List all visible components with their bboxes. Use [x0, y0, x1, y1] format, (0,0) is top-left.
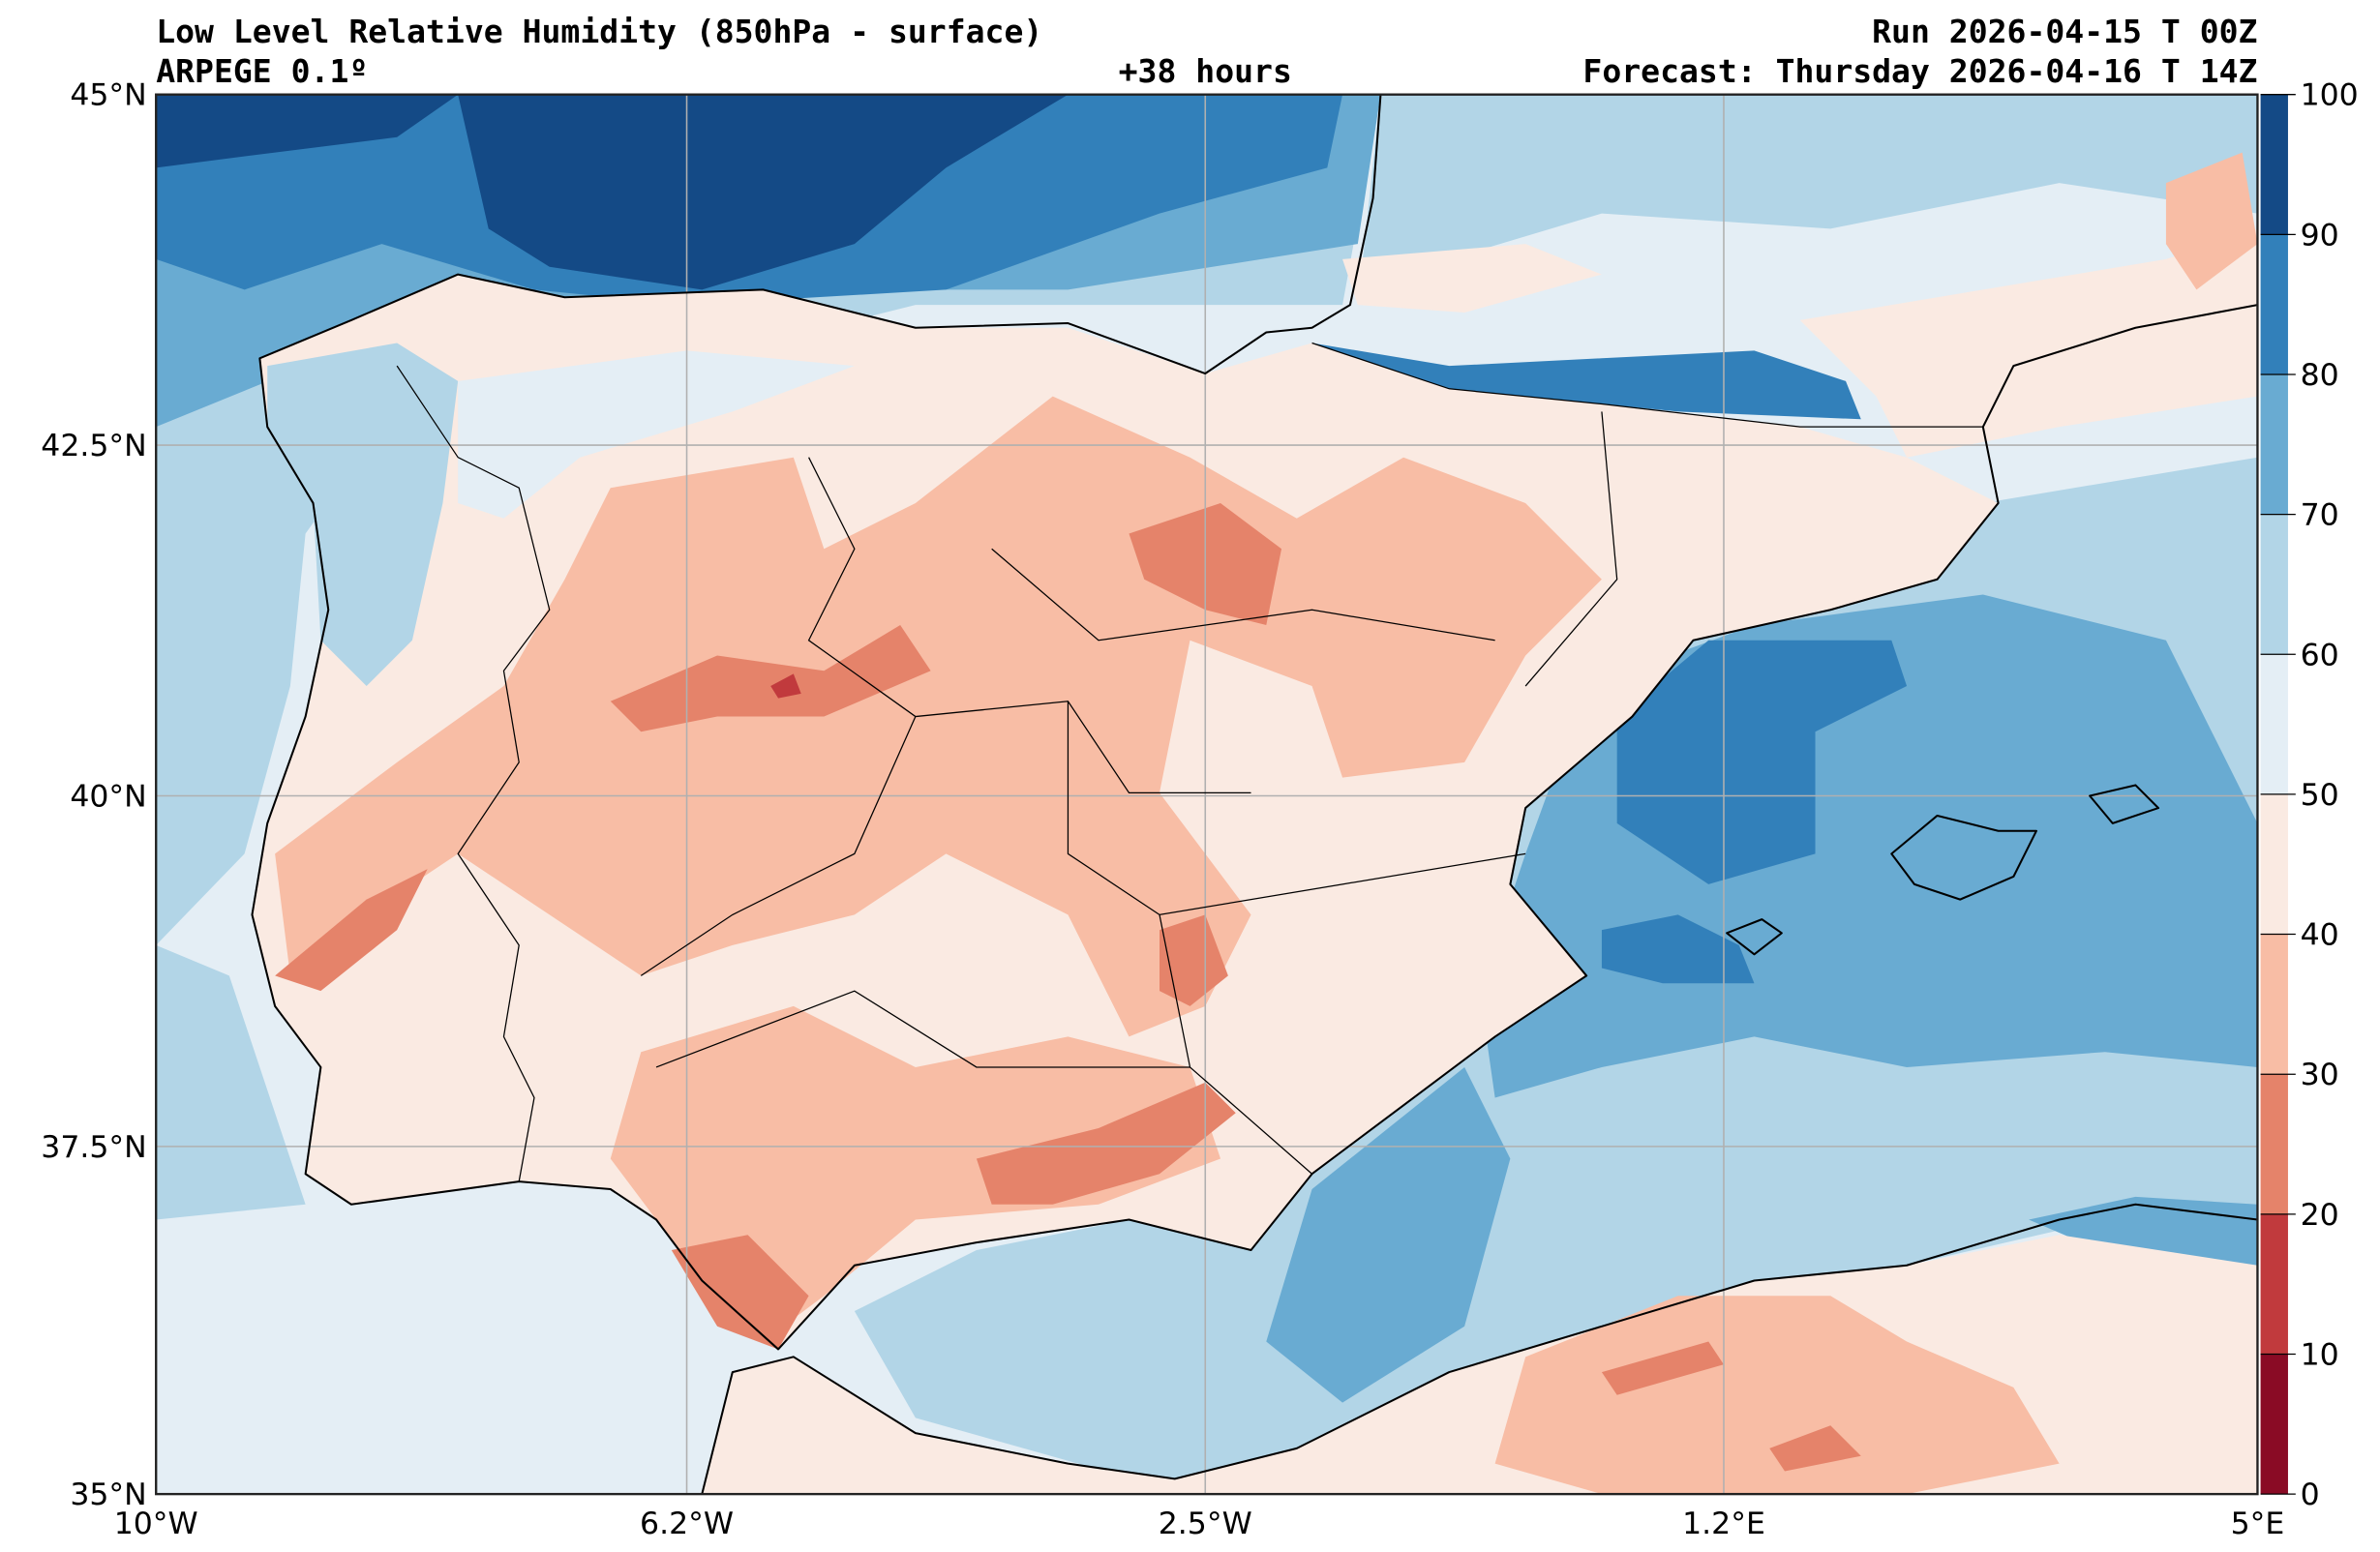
colorbar-tick-label: 10: [2301, 1338, 2339, 1373]
field-30-40-africa: [1494, 1296, 2060, 1495]
map-title: Low Level Relative Humidity (850hPa - su…: [156, 13, 1042, 50]
lat-tick-label: 35°N: [70, 1477, 146, 1512]
colorbar-segment-20-30: [2260, 1074, 2288, 1214]
forecast-label: Forecast: Thursday 2026-04-16 T 14Z: [1582, 52, 2257, 90]
field-20-30-africa-2: [1601, 1341, 1724, 1395]
colorbar-tick-label: 30: [2301, 1058, 2339, 1092]
colorbar-tick-label: 100: [2301, 78, 2359, 113]
lat-tick-label: 42.5°N: [41, 429, 146, 463]
colorbar-tick-label: 50: [2301, 778, 2339, 813]
colorbar-segment-30-40: [2260, 934, 2288, 1075]
lat-tick-label: 45°N: [70, 78, 146, 113]
colorbar-tick-label: 0: [2301, 1477, 2320, 1512]
field-60-70-west: [156, 944, 306, 1220]
mallorca-coastline: [1890, 814, 2038, 901]
run-label: Run 2026-04-15 T 00Z: [1872, 13, 2257, 50]
colorbar-tick-label: 60: [2301, 638, 2339, 672]
colorbar-segment-40-50: [2260, 793, 2288, 935]
field-20-30-central-system: [610, 625, 931, 732]
field-90-100-biscay: [458, 94, 1069, 290]
field-90-100-nw: [156, 94, 459, 168]
colorbar-segment-70-80: [2260, 373, 2288, 515]
field-20-30-cadiz: [671, 1235, 809, 1350]
lat-axis: 45°N 42.5°N 40°N 37.5°N 35°N: [41, 78, 146, 1512]
africa-coastline: [701, 1203, 2258, 1495]
humidity-map: [156, 94, 2258, 1495]
model-label: ARPEGE 0.1º: [156, 52, 368, 90]
lon-axis: 10°W 6.2°W 2.5°W 1.2°E 5°E: [114, 1507, 2285, 1541]
colorbar-segment-90-100: [2260, 94, 2288, 235]
menorca-coastline: [2089, 784, 2160, 824]
field-20-30-tagus: [275, 869, 428, 992]
colorbar: 0 10 20 30 40 50 60 70 80 90 100: [2260, 78, 2359, 1512]
field-40-50-france: [1342, 244, 1602, 313]
region-borders: [640, 411, 1618, 1175]
lead-time-label: +38 hours: [1119, 52, 1292, 90]
field-60-70-galicia: [267, 343, 459, 687]
field-10-20-spot: [770, 673, 801, 699]
field-20-30-albacete: [1159, 914, 1228, 1006]
map-frame: [155, 93, 2259, 1496]
colorbar-tick-label: 90: [2301, 218, 2339, 253]
field-40-50-southfrance: [1799, 228, 2258, 458]
field-70-80-alboran-east: [1266, 1066, 1511, 1403]
field-80-90-cartagena: [1601, 914, 1755, 984]
field-60-70-france: [1357, 94, 2258, 306]
field-20-30-africa: [1769, 1425, 1861, 1472]
lon-tick-label: 6.2°W: [640, 1507, 734, 1541]
colorbar-tick-label: 40: [2301, 918, 2339, 953]
lat-tick-label: 40°N: [70, 780, 146, 815]
spain-portugal-border: [396, 365, 551, 1182]
colorbar-segment-50-60: [2260, 654, 2288, 794]
lon-tick-label: 10°W: [114, 1507, 198, 1541]
field-80-90-valencia: [1616, 640, 1908, 884]
colorbar-segment-80-90: [2260, 234, 2288, 374]
colorbar-segment-0-10: [2260, 1354, 2288, 1495]
lon-tick-label: 1.2°E: [1682, 1507, 1765, 1541]
colorbar-segment-10-20: [2260, 1213, 2288, 1355]
ibiza-coastline: [1726, 918, 1783, 956]
lon-tick-label: 2.5°W: [1159, 1507, 1252, 1541]
colorbar-tick-label: 20: [2301, 1198, 2339, 1233]
lat-tick-label: 37.5°N: [41, 1130, 146, 1165]
colorbar-segment-60-70: [2260, 514, 2288, 655]
lon-tick-label: 5°E: [2231, 1507, 2285, 1541]
field-20-30-betic: [976, 1082, 1236, 1205]
field-30-40-alps: [2165, 152, 2258, 290]
spain-france-border: [1311, 342, 1983, 428]
colorbar-tick-label: 70: [2301, 498, 2339, 533]
colorbar-tick-label: 80: [2301, 358, 2339, 393]
